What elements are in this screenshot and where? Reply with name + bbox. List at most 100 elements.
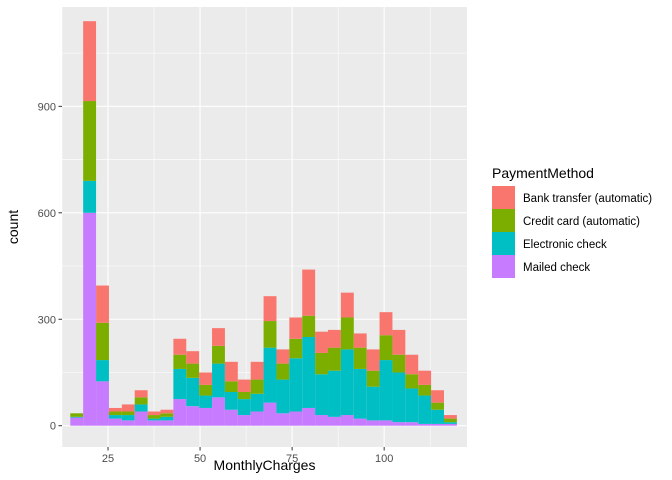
bar-segment [121, 411, 135, 416]
bar-segment [289, 317, 303, 339]
bar-segment [353, 418, 367, 426]
bar-segment [199, 395, 213, 408]
bar-segment [418, 423, 432, 426]
legend-swatch [492, 186, 515, 209]
y-axis-title: count [5, 210, 21, 244]
legend-swatch [492, 232, 515, 255]
bar-segment [250, 379, 264, 394]
bar-segment [315, 352, 329, 375]
bar-segment [121, 404, 135, 412]
bar-segment [431, 390, 444, 403]
x-tick-label: 75 [286, 453, 298, 465]
bar-segment [134, 390, 148, 398]
legend-label: Bank transfer (automatic) [523, 193, 652, 205]
bar-segment [366, 349, 380, 371]
bar-segment [70, 413, 84, 417]
bar-segment [199, 407, 213, 426]
bar-segment [263, 296, 277, 322]
bar-segment [353, 347, 367, 369]
histogram-bars [70, 21, 457, 426]
bar-segment [418, 395, 432, 424]
y-axis-ticks: 0 300 600 900 [38, 101, 62, 433]
bar-segment [173, 354, 187, 369]
bar-segment [443, 423, 457, 426]
bar-segment [315, 331, 329, 353]
bar-segment [353, 333, 367, 348]
y-tick-label: 300 [38, 314, 56, 326]
bar-segment [340, 415, 354, 426]
bar-segment [147, 418, 161, 421]
bar-segment [328, 329, 341, 348]
bar-segment [405, 354, 419, 375]
bar-segment [315, 374, 329, 416]
bar-segment [108, 407, 122, 412]
bar-segment [147, 411, 161, 416]
bar-segment [224, 409, 238, 426]
bar-segment [405, 388, 419, 423]
bar-segment [263, 402, 277, 426]
y-tick-label: 0 [50, 421, 56, 433]
legend: PaymentMethod Bank transfer (automatic) C… [492, 165, 652, 278]
bar-segment [250, 361, 264, 380]
bar-segment [315, 415, 329, 426]
bar-segment [340, 317, 354, 350]
bar-segment [173, 368, 187, 400]
bar-segment [289, 338, 303, 359]
bar-segment [263, 321, 277, 348]
x-axis-title: MonthlyCharges [214, 457, 316, 473]
bar-segment [237, 379, 251, 392]
bar-segment [160, 420, 174, 426]
legend-label: Mailed check [523, 262, 590, 274]
x-axis-ticks: 25 50 75 100 [102, 447, 393, 465]
bar-segment [263, 347, 277, 403]
bar-segment [121, 415, 135, 421]
bar-segment [237, 392, 251, 400]
bar-segment [173, 399, 187, 426]
bar-segment [289, 411, 303, 426]
bar-segment [405, 374, 419, 389]
bar-segment [186, 377, 200, 407]
legend-label: Electronic check [523, 239, 607, 251]
y-tick-label: 900 [38, 101, 56, 113]
bar-segment [186, 351, 200, 364]
bar-segment [108, 418, 122, 426]
bar-segment [134, 397, 148, 405]
legend-label: Credit card (automatic) [523, 216, 640, 228]
bar-segment [250, 411, 264, 426]
bar-segment [302, 407, 316, 426]
bar-segment [83, 212, 97, 426]
bar-segment [96, 322, 109, 361]
bar-segment [289, 358, 303, 412]
bar-segment [379, 312, 393, 336]
bar-segment [366, 420, 380, 426]
bar-segment [276, 379, 290, 414]
bar-segment [108, 415, 122, 419]
bar-segment [431, 423, 444, 426]
bar-segment [96, 360, 109, 382]
bar-segment [392, 329, 406, 355]
bar-segment [443, 422, 457, 424]
bar-segment [302, 269, 316, 316]
bar-segment [418, 384, 432, 396]
bar-segment [121, 420, 135, 426]
bar-segment [418, 370, 432, 385]
bar-segment [366, 370, 380, 387]
bar-segment [443, 415, 457, 419]
bar-segment [160, 416, 174, 421]
bar-segment [276, 349, 290, 364]
bar-segment [70, 417, 84, 426]
bar-segment [392, 354, 406, 373]
bar-segment [186, 363, 200, 378]
bar-segment [302, 337, 316, 408]
bar-segment [431, 409, 444, 424]
bar-segment [199, 384, 213, 396]
bar-segment [199, 372, 213, 385]
bar-segment [212, 363, 225, 398]
y-tick-label: 600 [38, 208, 56, 220]
bar-segment [443, 418, 457, 423]
bar-segment [224, 361, 238, 382]
bar-segment [186, 406, 200, 426]
bar-segment [392, 372, 406, 423]
bar-segment [83, 101, 97, 181]
